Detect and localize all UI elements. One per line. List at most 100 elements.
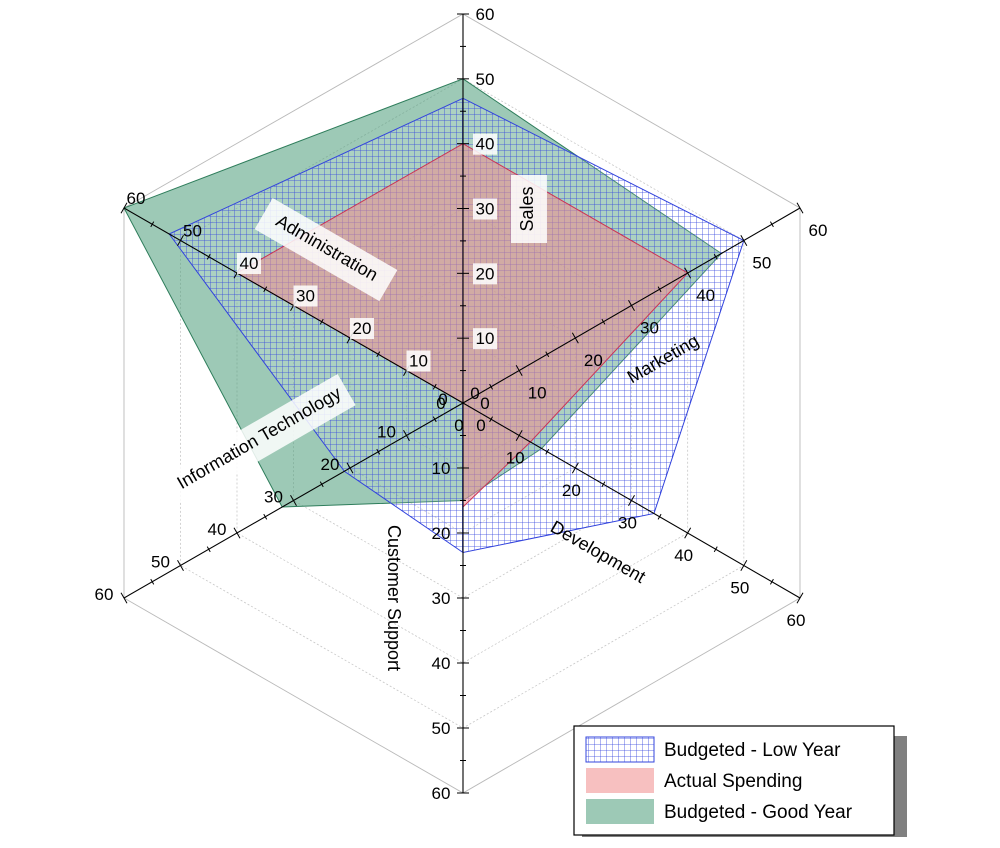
tick-label-development-40: 40 xyxy=(674,546,693,565)
axis-label-bg xyxy=(254,197,398,302)
axis-tick xyxy=(206,546,211,553)
legend: Budgeted - Low Year Actual Spending Budget… xyxy=(573,725,907,837)
tick-label-sales-60: 60 xyxy=(476,5,495,24)
axis-tick xyxy=(713,546,718,553)
tick-label-development-0: 0 xyxy=(454,416,463,435)
axis-tick xyxy=(233,527,241,539)
axis-tick xyxy=(740,235,748,246)
tick-label-bg xyxy=(350,318,374,339)
grid-frame-edge xyxy=(123,597,464,794)
axis-tick xyxy=(150,221,155,228)
tick-label-marketing-30: 30 xyxy=(640,319,659,338)
axis-tick xyxy=(263,286,268,293)
axis-tick xyxy=(684,267,692,279)
tick-label-development-30: 30 xyxy=(618,514,637,533)
tick-label-sales-30: 30 xyxy=(476,200,495,219)
tick-label-administration-50: 50 xyxy=(183,222,202,241)
tick-label-marketing-10: 10 xyxy=(528,384,547,403)
tick-label-development-10: 10 xyxy=(506,449,525,468)
tick-label-bg xyxy=(473,328,497,350)
tick-label-marketing-50: 50 xyxy=(752,254,771,273)
axis-tick xyxy=(290,495,297,506)
axis-label-bg xyxy=(164,373,356,506)
tick-label-bg xyxy=(406,350,431,372)
tick-label-customer-support-60: 60 xyxy=(432,784,451,803)
grid-frame-edge xyxy=(462,597,801,794)
tick-label-information-technology-10: 10 xyxy=(377,423,396,442)
axis-tick xyxy=(515,430,523,441)
axis-tick xyxy=(769,221,774,228)
axis-tick xyxy=(263,513,268,520)
tick-label-development-60: 60 xyxy=(787,611,806,630)
tick-label-marketing-40: 40 xyxy=(696,286,715,305)
tick-label-customer-support-20: 20 xyxy=(432,524,451,543)
tick-label-information-technology-50: 50 xyxy=(151,553,170,572)
grid-frame-edge xyxy=(462,13,801,209)
legend-label-budgeted-low-year: Budgeted - Low Year xyxy=(664,740,841,761)
axis-tick xyxy=(376,448,381,455)
tick-label-customer-support-40: 40 xyxy=(432,654,451,673)
tick-label-administration-30: 30 xyxy=(296,287,315,306)
axis-tick xyxy=(601,318,606,325)
axis-tick xyxy=(684,527,692,539)
tick-label-sales-20: 20 xyxy=(476,264,495,283)
tick-label-bg xyxy=(473,263,497,285)
axis-tick xyxy=(740,560,748,571)
legend-swatch-budgeted-low-year xyxy=(585,736,655,763)
legend-label-budgeted-good-year: Budgeted - Good Year xyxy=(664,802,853,823)
tick-label-marketing-60: 60 xyxy=(809,221,828,240)
axis-tick xyxy=(120,202,128,214)
axis-tick xyxy=(403,430,410,441)
axis-tick xyxy=(432,383,437,390)
tick-label-customer-support-50: 50 xyxy=(432,719,451,738)
tick-label-customer-support-0: 0 xyxy=(436,394,445,413)
tick-label-development-20: 20 xyxy=(562,481,581,500)
legend-label-actual-spending: Actual Spending xyxy=(664,771,802,792)
tick-label-bg xyxy=(473,133,497,155)
axis-tick xyxy=(120,592,128,604)
axis-tick xyxy=(319,318,324,325)
tick-label-administration-40: 40 xyxy=(240,254,259,273)
axis-tick xyxy=(769,578,774,585)
axis-tick xyxy=(628,300,635,311)
axis-tick xyxy=(489,383,494,390)
tick-label-administration-10: 10 xyxy=(409,352,428,371)
tick-label-administration-20: 20 xyxy=(353,319,372,338)
axis-tick xyxy=(571,332,579,344)
axis-tick xyxy=(346,462,354,474)
axis-label-sales: Sales xyxy=(517,186,537,231)
tick-label-sales-50: 50 xyxy=(476,70,495,89)
axis-tick xyxy=(489,416,494,423)
tick-label-information-technology-60: 60 xyxy=(95,585,114,604)
tick-label-bg xyxy=(293,285,318,307)
axis-tick xyxy=(206,253,211,260)
tick-label-administration-0: 0 xyxy=(470,384,479,403)
tick-label-bg xyxy=(237,253,261,274)
axis-label-customer-support: Customer Support xyxy=(384,525,404,671)
axis-tick xyxy=(177,560,184,571)
legend-swatch-actual-spending xyxy=(586,768,654,793)
axis-tick xyxy=(376,351,381,358)
tick-label-information-technology-30: 30 xyxy=(264,488,283,507)
tick-label-development-50: 50 xyxy=(730,579,749,598)
tick-label-customer-support-30: 30 xyxy=(432,589,451,608)
axis-tick xyxy=(545,351,550,358)
axis-tick xyxy=(796,592,804,604)
axis-tick xyxy=(601,481,606,488)
axis-tick xyxy=(657,513,662,520)
tick-label-bg xyxy=(473,198,497,220)
tick-label-marketing-20: 20 xyxy=(584,351,603,370)
tick-label-sales-10: 10 xyxy=(476,329,495,348)
tick-label-marketing-0: 0 xyxy=(476,416,485,435)
tick-label-sales-40: 40 xyxy=(476,135,495,154)
axis-tick xyxy=(515,365,523,376)
tick-label-sales-0: 0 xyxy=(480,394,489,413)
tick-label-administration-60: 60 xyxy=(127,189,146,208)
tick-label-customer-support-10: 10 xyxy=(432,459,451,478)
tick-label-information-technology-40: 40 xyxy=(208,520,227,539)
axis-tick xyxy=(713,253,718,260)
axis-tick xyxy=(628,495,635,506)
axis-tick xyxy=(571,462,579,474)
axis-tick xyxy=(150,578,155,585)
